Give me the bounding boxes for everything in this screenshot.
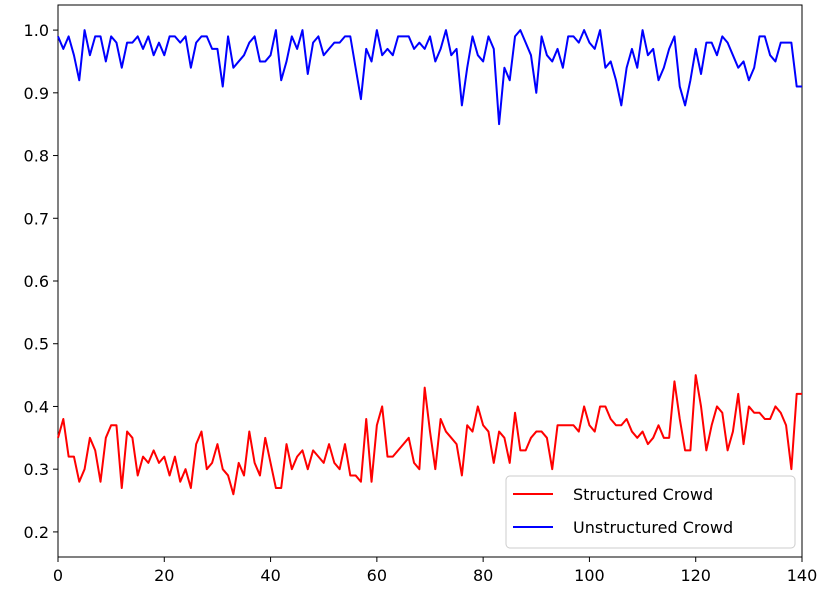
y-tick-label: 0.4 [24, 397, 49, 416]
y-tick-label: 0.7 [24, 209, 49, 228]
series-line-structured-crowd [57, 374, 802, 496]
y-tick-label: 0.6 [24, 272, 49, 291]
x-tick-label: 20 [154, 566, 174, 585]
x-tick-label: 140 [787, 566, 818, 585]
x-tick-label: 0 [53, 566, 63, 585]
y-tick-label: 0.9 [24, 84, 49, 103]
x-tick-label: 80 [473, 566, 493, 585]
x-axis: 0 20 40 60 80 100 120 140 [53, 557, 817, 585]
y-tick-label: 1.0 [24, 21, 49, 40]
y-tick-label: 0.5 [24, 335, 49, 354]
y-tick-label: 0.8 [24, 147, 49, 166]
series-line-unstructured-crowd [57, 29, 802, 126]
y-tick-label: 0.2 [24, 523, 49, 542]
y-axis: 0.2 0.3 0.4 0.5 0.6 0.7 0.8 0.9 1.0 [24, 21, 58, 542]
x-tick-label: 60 [367, 566, 387, 585]
x-tick-label: 40 [260, 566, 280, 585]
series-layer [57, 29, 802, 496]
y-tick-label: 0.3 [24, 460, 49, 479]
legend-label-unstructured-crowd: Unstructured Crowd [573, 518, 733, 537]
x-tick-label: 100 [574, 566, 605, 585]
x-tick-label: 120 [680, 566, 711, 585]
legend-box [505, 475, 796, 549]
legend: Structured Crowd Unstructured Crowd [505, 475, 796, 549]
plot-frame [57, 4, 803, 558]
legend-label-structured-crowd: Structured Crowd [573, 485, 713, 504]
plot-area [57, 4, 803, 558]
